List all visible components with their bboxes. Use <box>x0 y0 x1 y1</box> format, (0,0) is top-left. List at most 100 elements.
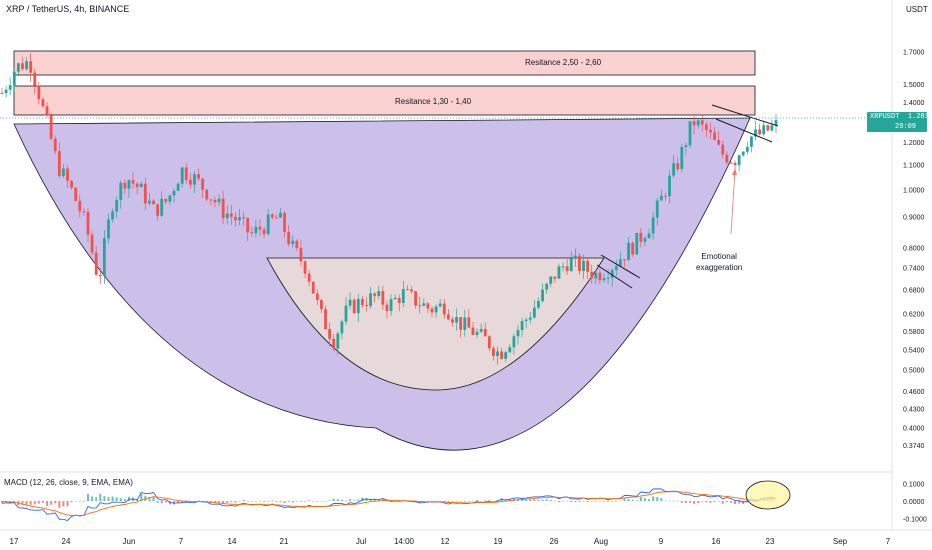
candle-body <box>225 213 229 219</box>
candle-body <box>45 106 49 116</box>
candle-body <box>53 138 57 152</box>
candle-body <box>344 305 348 322</box>
macd-histogram-bar <box>259 500 261 502</box>
x-tick-label: 7 <box>179 537 184 546</box>
macd-histogram-bar <box>721 501 724 504</box>
candle-body <box>82 211 86 213</box>
macd-histogram-bar <box>508 499 511 501</box>
candle-body <box>451 319 454 323</box>
macd-histogram-bar <box>181 501 184 503</box>
x-tick-label: Jun <box>123 537 136 546</box>
macd-histogram-bar <box>82 500 85 502</box>
candle-body <box>741 151 745 156</box>
macd-histogram-bar <box>676 500 679 502</box>
candle-body <box>610 270 614 278</box>
macd-histogram-bar <box>586 501 589 502</box>
macd-histogram-bar <box>697 501 700 504</box>
macd-histogram-bar <box>99 493 102 501</box>
candle-body <box>176 183 180 191</box>
candle-body <box>0 92 4 94</box>
resistance-label-lower: Resitance 1,30 - 1,40 <box>395 97 472 106</box>
candle-body <box>295 240 299 248</box>
macd-histogram-bar <box>267 501 270 502</box>
annotation-arrow-head <box>732 168 737 175</box>
candle-body <box>135 183 139 188</box>
macd-histogram-bar <box>373 498 376 501</box>
macd-histogram-bar <box>308 500 311 501</box>
candle-body <box>111 211 114 220</box>
macd-histogram-bar <box>652 496 655 501</box>
x-tick-label: 14 <box>228 537 237 546</box>
candle-body <box>274 217 278 219</box>
flag-line-upper-1 <box>600 254 641 279</box>
candle-body <box>647 233 651 239</box>
macd-histogram-bar <box>439 501 442 502</box>
macd-histogram-bar <box>324 501 327 502</box>
candle-body <box>213 199 217 203</box>
y-tick-label: 0.4600 <box>903 389 925 396</box>
macd-histogram-bar <box>488 500 491 501</box>
macd-histogram-bar <box>566 500 569 502</box>
candle-body <box>504 352 508 359</box>
x-tick-label: 12 <box>441 537 450 546</box>
macd-histogram-bar <box>594 501 597 502</box>
candle-body <box>758 129 762 135</box>
x-tick-label: 19 <box>494 537 503 546</box>
resistance-label-upper: Resitance 2,50 - 2,60 <box>525 58 602 67</box>
macd-axis-ticks: 0.1000 0.0000 -0.1000 <box>903 481 927 523</box>
current-price-badge: XRPUSDT 1.2812 29:09 <box>867 112 932 132</box>
x-tick-label: 9 <box>659 537 664 546</box>
candle-body <box>102 238 106 277</box>
candle-body <box>385 304 389 312</box>
candle-body <box>659 195 663 201</box>
candle-body <box>246 218 250 233</box>
candle-body <box>156 204 160 216</box>
macd-histogram-bar <box>123 499 126 501</box>
macd-histogram-bar <box>471 500 474 502</box>
candle-body <box>356 298 360 314</box>
macd-histogram-bar <box>746 501 749 503</box>
candle-body <box>553 276 557 279</box>
candle-body <box>754 129 757 137</box>
candle-body <box>16 63 20 72</box>
macd-histogram-bar <box>639 497 642 501</box>
macd-histogram-bar <box>537 499 540 501</box>
resistance-zone-lower[interactable] <box>13 85 756 116</box>
macd-histogram-bar <box>70 501 73 503</box>
time-axis-ticks: 17 24 Jun 7 14 21 Jul 14:00 12 19 26 Aug 9 16 23 Sep 7 <box>10 537 891 546</box>
x-tick-label: 23 <box>766 537 775 546</box>
candle-body <box>184 167 188 180</box>
macd-histogram-bar <box>607 501 610 502</box>
x-tick-label: 14:00 <box>394 537 415 546</box>
macd-histogram-bar <box>734 501 737 504</box>
resistance-zone-upper[interactable] <box>13 50 756 76</box>
candle-body <box>152 200 155 205</box>
macd-histogram-bar <box>54 501 57 504</box>
candle-body <box>299 247 303 262</box>
candle-body <box>221 198 225 219</box>
candle-body <box>193 174 196 185</box>
macd-histogram-bar <box>95 497 98 501</box>
macd-histogram-bar <box>562 500 565 502</box>
macd-histogram-bar <box>58 501 61 508</box>
macd-histogram-bar <box>680 501 683 503</box>
macd-indicator-label: MACD (12, 26, close, 9, EMA, EMA) <box>4 478 133 487</box>
candle-body <box>127 180 131 189</box>
x-tick-label: 17 <box>10 537 19 546</box>
candle-body <box>348 299 352 306</box>
candle-body <box>418 305 422 307</box>
emotional-annotation: Emotional exaggeration <box>696 251 742 273</box>
macd-histogram-bar <box>431 501 433 502</box>
macd-histogram-bar <box>332 498 335 501</box>
inner-base-pattern <box>266 257 605 391</box>
y-tick-label: 0.9000 <box>903 215 925 222</box>
candle-body <box>160 198 164 216</box>
macd-histogram-bar <box>295 501 298 502</box>
candle-body <box>438 303 442 307</box>
candle-body <box>139 183 143 188</box>
candle-body <box>365 305 368 307</box>
candle-body <box>328 329 332 339</box>
macd-histogram-bar <box>9 501 12 502</box>
macd-histogram-bar <box>62 501 65 507</box>
